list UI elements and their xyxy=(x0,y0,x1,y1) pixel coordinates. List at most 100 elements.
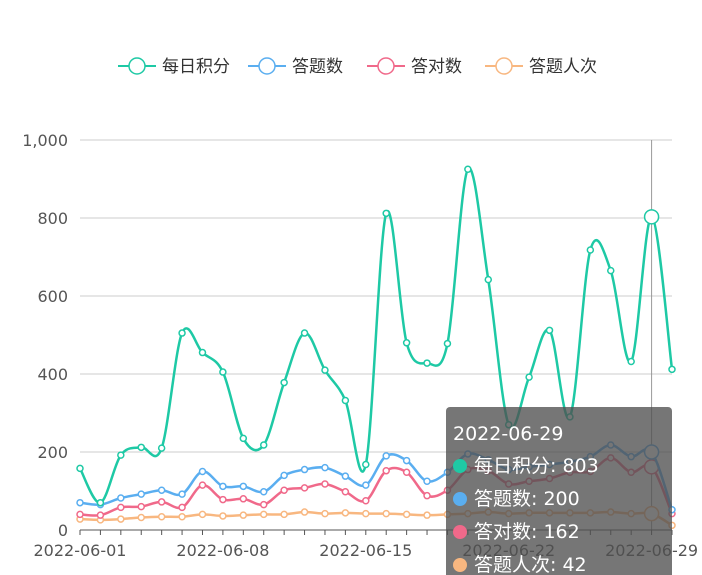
data-point[interactable] xyxy=(321,366,329,374)
data-point[interactable] xyxy=(464,165,472,173)
data-point[interactable] xyxy=(423,511,431,519)
data-point[interactable] xyxy=(157,444,166,452)
data-point[interactable] xyxy=(178,329,186,337)
data-point[interactable] xyxy=(239,482,248,491)
data-point[interactable] xyxy=(117,503,125,512)
data-point[interactable] xyxy=(157,512,166,521)
data-point[interactable] xyxy=(362,509,370,518)
data-point[interactable] xyxy=(259,441,268,449)
data-point[interactable] xyxy=(198,481,207,489)
tooltip-marker-icon xyxy=(453,525,467,539)
data-point[interactable] xyxy=(300,484,309,492)
tooltip-row: 答题人次: 42 xyxy=(474,554,587,575)
data-point[interactable] xyxy=(198,348,207,357)
data-point[interactable] xyxy=(219,482,227,491)
data-point[interactable] xyxy=(341,509,350,517)
data-point[interactable] xyxy=(423,477,431,485)
data-point[interactable] xyxy=(259,500,268,509)
data-point[interactable] xyxy=(321,480,329,488)
data-point[interactable] xyxy=(157,486,166,494)
data-point[interactable] xyxy=(239,495,248,503)
x-tick-label: 2022-06-15 xyxy=(319,541,412,560)
data-point[interactable] xyxy=(178,512,186,521)
legend-item[interactable]: 答对数 xyxy=(367,57,462,77)
data-point[interactable] xyxy=(382,466,390,475)
tooltip-row: 每日积分: 803 xyxy=(474,455,599,477)
data-point[interactable] xyxy=(219,368,227,376)
data-point[interactable] xyxy=(321,509,329,518)
legend-item[interactable]: 答题数 xyxy=(248,57,343,77)
data-point[interactable] xyxy=(668,365,676,374)
data-point[interactable] xyxy=(280,378,288,387)
legend-item[interactable]: 每日积分 xyxy=(118,57,230,77)
data-point[interactable] xyxy=(96,511,105,519)
legend-circle-icon xyxy=(377,57,395,75)
data-point[interactable] xyxy=(96,498,105,507)
data-point[interactable] xyxy=(137,513,145,522)
tooltip-marker-icon xyxy=(453,492,467,506)
data-point[interactable] xyxy=(76,510,84,519)
y-tick-label: 800 xyxy=(37,209,68,228)
data-point[interactable] xyxy=(545,326,554,335)
data-point[interactable] xyxy=(76,464,84,473)
data-point[interactable] xyxy=(178,503,186,512)
data-point[interactable] xyxy=(219,495,227,504)
data-point[interactable] xyxy=(117,494,125,502)
legend[interactable]: 每日积分 答题数 答对数 答题人次 xyxy=(118,57,597,77)
data-point[interactable] xyxy=(443,339,452,348)
y-tick-label: 600 xyxy=(37,287,68,306)
data-point[interactable] xyxy=(280,471,288,480)
legend-circle-icon xyxy=(495,57,513,75)
data-point[interactable] xyxy=(362,481,370,489)
data-point[interactable] xyxy=(321,463,329,472)
data-point[interactable] xyxy=(157,498,166,506)
data-point[interactable] xyxy=(341,488,350,496)
data-point[interactable] xyxy=(586,246,595,254)
data-point[interactable] xyxy=(484,275,493,284)
data-point[interactable] xyxy=(259,488,268,496)
tooltip-box xyxy=(446,407,672,575)
data-point[interactable] xyxy=(300,329,309,337)
data-point[interactable] xyxy=(137,502,145,511)
data-point[interactable] xyxy=(402,468,411,477)
data-point[interactable] xyxy=(137,490,145,498)
tooltip-marker-icon xyxy=(453,459,467,473)
data-point[interactable] xyxy=(607,266,615,275)
data-point[interactable] xyxy=(643,209,660,225)
data-point[interactable] xyxy=(76,498,84,507)
data-point[interactable] xyxy=(259,510,268,519)
data-point[interactable] xyxy=(198,510,207,519)
data-point[interactable] xyxy=(402,510,411,519)
data-point[interactable] xyxy=(300,508,309,516)
data-point[interactable] xyxy=(239,511,248,519)
data-point[interactable] xyxy=(382,509,390,518)
data-point[interactable] xyxy=(280,510,288,519)
data-point[interactable] xyxy=(341,472,350,480)
data-point[interactable] xyxy=(219,512,227,520)
data-point[interactable] xyxy=(402,456,411,465)
data-point[interactable] xyxy=(627,357,635,366)
data-point[interactable] xyxy=(525,373,533,381)
y-tick-label: 0 xyxy=(58,521,68,540)
data-point[interactable] xyxy=(382,209,390,218)
legend-label: 答题人次 xyxy=(529,57,597,77)
legend-label: 答题数 xyxy=(292,57,343,77)
data-point[interactable] xyxy=(362,460,370,469)
data-point[interactable] xyxy=(402,339,411,347)
data-point[interactable] xyxy=(423,491,431,500)
data-point[interactable] xyxy=(198,467,207,476)
data-point[interactable] xyxy=(117,451,125,459)
data-point[interactable] xyxy=(300,465,309,474)
data-point[interactable] xyxy=(423,359,431,367)
data-point[interactable] xyxy=(137,443,145,452)
data-point[interactable] xyxy=(117,515,125,523)
legend-item[interactable]: 答题人次 xyxy=(485,57,597,77)
y-tick-label: 400 xyxy=(37,365,68,384)
data-point[interactable] xyxy=(362,497,370,505)
data-point[interactable] xyxy=(178,490,186,498)
data-point[interactable] xyxy=(382,452,390,460)
data-point[interactable] xyxy=(341,396,350,405)
data-point[interactable] xyxy=(239,434,248,443)
data-point[interactable] xyxy=(280,486,288,494)
